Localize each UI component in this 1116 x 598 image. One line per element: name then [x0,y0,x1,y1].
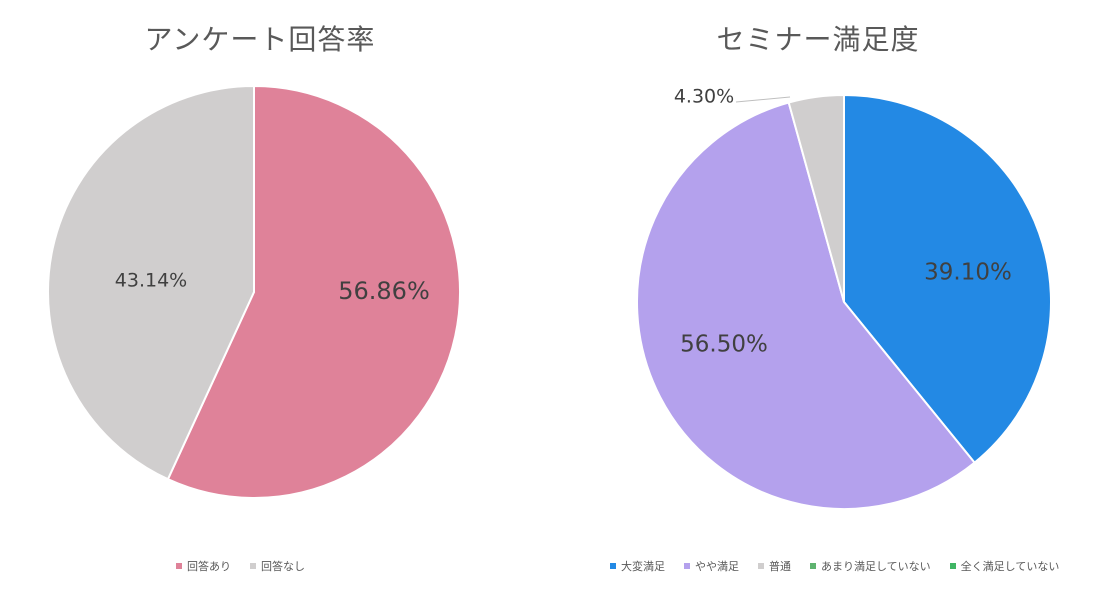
legend-label: 大変満足 [621,560,665,573]
legend-item-4: 全く満足していない [949,558,1060,574]
legend-swatch [949,563,956,569]
legend-item-2: 普通 [758,558,791,574]
data-label-2: 4.30% [674,86,734,108]
chart-legend: 回答あり 回答なし [176,558,305,574]
legend-label: やや満足 [695,560,739,573]
chart-title: アンケート回答率 [144,23,376,56]
legend-label: あまり満足していない [821,560,931,573]
legend-label: 普通 [769,560,791,573]
legend-swatch [684,563,690,569]
leader-line [735,96,791,103]
legend-item-3: あまり満足していない [810,558,931,574]
legend-label: 全く満足していない [960,560,1060,573]
chart-legend: 大変満足 やや満足 普通 あまり満足していない 全く満足していない [610,558,1059,574]
data-label-0: 56.86% [338,277,430,305]
chart-title: セミナー満足度 [716,23,920,56]
data-label-1: 56.50% [680,332,768,358]
data-label-1: 43.14% [115,270,187,292]
pie-slice-1 [47,84,255,481]
legend-swatch [176,563,182,569]
data-label-0: 39.10% [924,260,1012,286]
legend-label: 回答なし [261,560,305,573]
legend-swatch [758,563,764,569]
legend-swatch [250,563,256,569]
legend-item-0: 大変満足 [610,558,665,574]
legend-item-0: 回答あり [176,558,231,574]
pie-slice-0 [843,93,1052,465]
pie-slice-1 [636,101,976,510]
chart-response-rate: アンケート回答率 56.86% 43.14% 回答あり 回答なし [0,0,520,598]
legend-swatch [810,563,816,569]
pie-chart: 56.86% 43.14% [47,84,461,499]
legend-label: 回答あり [187,560,231,573]
legend-item-1: やや満足 [684,558,739,574]
pie-slice-2 [787,93,845,303]
legend-item-1: 回答なし [250,558,305,574]
pie-slice-0 [166,84,461,499]
pie-chart: 39.10% 56.50% 4.30% [636,86,1052,510]
legend-swatch [610,563,616,569]
chart-seminar-satisfaction: セミナー満足度 39.10% 56.50% 4.30% 大変満足 やや満足 普通 あまり満… [520,0,1116,598]
